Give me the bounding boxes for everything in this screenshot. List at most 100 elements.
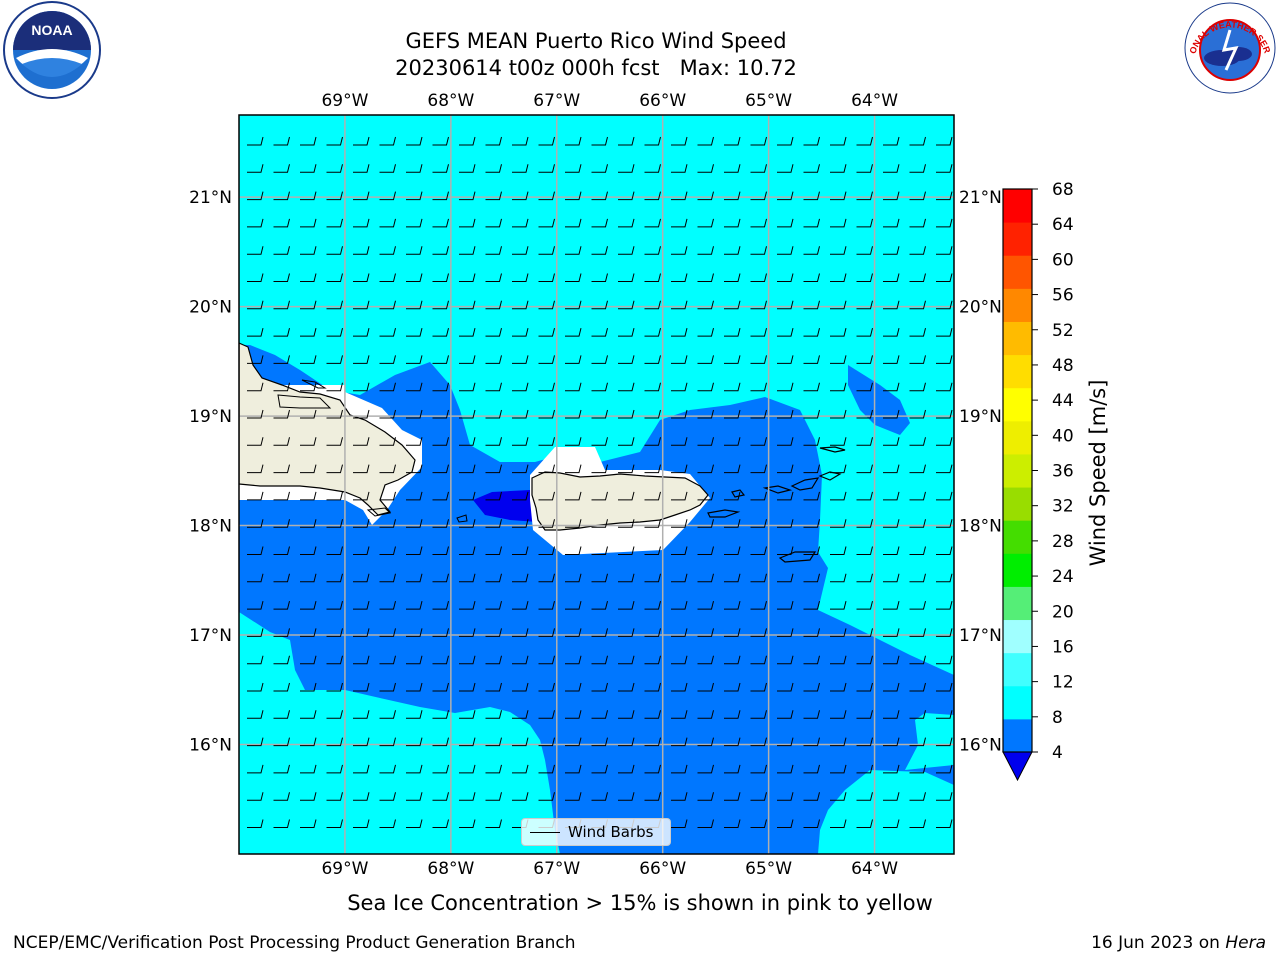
wind-barb xyxy=(724,682,741,692)
wind-barb xyxy=(618,546,635,555)
virgin-islands-2 xyxy=(790,477,820,491)
wind-barb xyxy=(936,628,953,637)
colorbar-segment-11 xyxy=(1003,354,1032,389)
wind-barb xyxy=(750,710,767,719)
wind-barb xyxy=(300,355,317,364)
wind-barb xyxy=(459,519,476,528)
wind-barb xyxy=(724,764,741,774)
wind-barb xyxy=(856,164,873,173)
wind-barb xyxy=(909,573,926,583)
wind-barb xyxy=(671,273,688,282)
wind-barb xyxy=(512,164,529,173)
wind-barb xyxy=(724,792,741,801)
wind-barb xyxy=(538,300,555,310)
wind-barb xyxy=(591,409,608,419)
colorbar-segment-10 xyxy=(1003,387,1032,422)
wind-barb xyxy=(856,764,873,774)
wind-barb xyxy=(273,164,290,173)
wind-barb xyxy=(671,437,688,446)
wind-barb xyxy=(830,327,847,337)
wind-barb xyxy=(618,792,635,801)
wind-barb xyxy=(724,437,741,446)
wind-barb xyxy=(883,136,900,146)
wind-barb xyxy=(406,655,423,665)
wind-barb xyxy=(459,764,476,774)
wind-barb xyxy=(591,546,608,555)
colorbar-label: Wind Speed [m/s] xyxy=(1086,380,1110,567)
mona-island xyxy=(456,514,468,523)
wind-barb xyxy=(750,300,767,310)
wind-barb xyxy=(432,437,449,446)
lon-tick-top-3: 66°W xyxy=(639,91,686,111)
wind-barb xyxy=(512,273,529,282)
wind-barb xyxy=(883,764,900,774)
wind-barb xyxy=(644,546,661,555)
wind-barb xyxy=(406,600,423,610)
wind-barb xyxy=(697,136,714,146)
wind-barb xyxy=(750,218,767,228)
wind-barb xyxy=(777,355,794,364)
wind-barb xyxy=(830,710,847,719)
wind-barb xyxy=(512,792,529,801)
wind-barb xyxy=(697,327,714,337)
wind-barb xyxy=(326,491,343,501)
wind-barb xyxy=(379,764,396,774)
wind-barb xyxy=(379,546,396,555)
wind-barb xyxy=(830,819,847,828)
wind-barb xyxy=(618,628,635,637)
wind-barb xyxy=(697,573,714,583)
wind-barb xyxy=(459,437,476,446)
wind-barb xyxy=(671,327,688,337)
hispaniola-island-small xyxy=(301,379,327,389)
wind-barb xyxy=(883,792,900,801)
wind-barb xyxy=(724,246,741,255)
wind-barb xyxy=(353,327,370,337)
wind-barb xyxy=(830,764,847,774)
wind-barb xyxy=(803,246,820,255)
lat-tick-right-0: 21°N xyxy=(959,188,1002,208)
wind-barb xyxy=(777,710,794,719)
wind-barb xyxy=(538,628,555,637)
legend: Wind Barbs xyxy=(521,818,671,846)
colorbar-tick-5: 24 xyxy=(1052,567,1074,587)
wind-barb xyxy=(936,409,953,419)
wind-barb xyxy=(326,437,343,446)
wind-barb xyxy=(565,491,582,501)
wind-barb xyxy=(803,409,820,419)
wind-barb xyxy=(379,437,396,446)
wind-barb xyxy=(618,136,635,146)
wind-barb xyxy=(803,355,820,364)
lon-tick-bottom-5: 64°W xyxy=(851,859,898,879)
map-area xyxy=(239,115,954,854)
wind-barb xyxy=(856,491,873,501)
wind-barb xyxy=(273,710,290,719)
puerto-rico-land xyxy=(531,471,709,531)
wind-barb xyxy=(830,246,847,255)
wind-barb xyxy=(273,464,290,474)
wind-barb xyxy=(565,519,582,528)
wind-barb xyxy=(353,491,370,501)
lat-tick-right-4: 17°N xyxy=(959,626,1002,646)
wind-barb xyxy=(697,355,714,364)
wind-barb xyxy=(379,792,396,801)
legend-label: Wind Barbs xyxy=(568,823,654,841)
wind-barb xyxy=(512,136,529,146)
colorbar-tick-15: 64 xyxy=(1052,215,1074,235)
wind-barb xyxy=(432,191,449,201)
beata-island xyxy=(366,507,392,517)
wind-barb xyxy=(644,737,661,747)
wind-barb xyxy=(379,655,396,665)
wind-barb xyxy=(856,191,873,201)
wind-barb xyxy=(909,519,926,528)
wind-barb xyxy=(644,300,661,310)
wind-barb xyxy=(591,191,608,201)
wind-barb xyxy=(803,546,820,555)
wind-barb xyxy=(273,546,290,555)
wind-barb xyxy=(777,464,794,474)
wind-barb xyxy=(565,355,582,364)
colorbar-segment-4 xyxy=(1003,586,1032,621)
wind-barb xyxy=(406,628,423,637)
footer-producer: NCEP/EMC/Verification Post Processing Pr… xyxy=(13,933,576,953)
wind-barb xyxy=(777,600,794,610)
